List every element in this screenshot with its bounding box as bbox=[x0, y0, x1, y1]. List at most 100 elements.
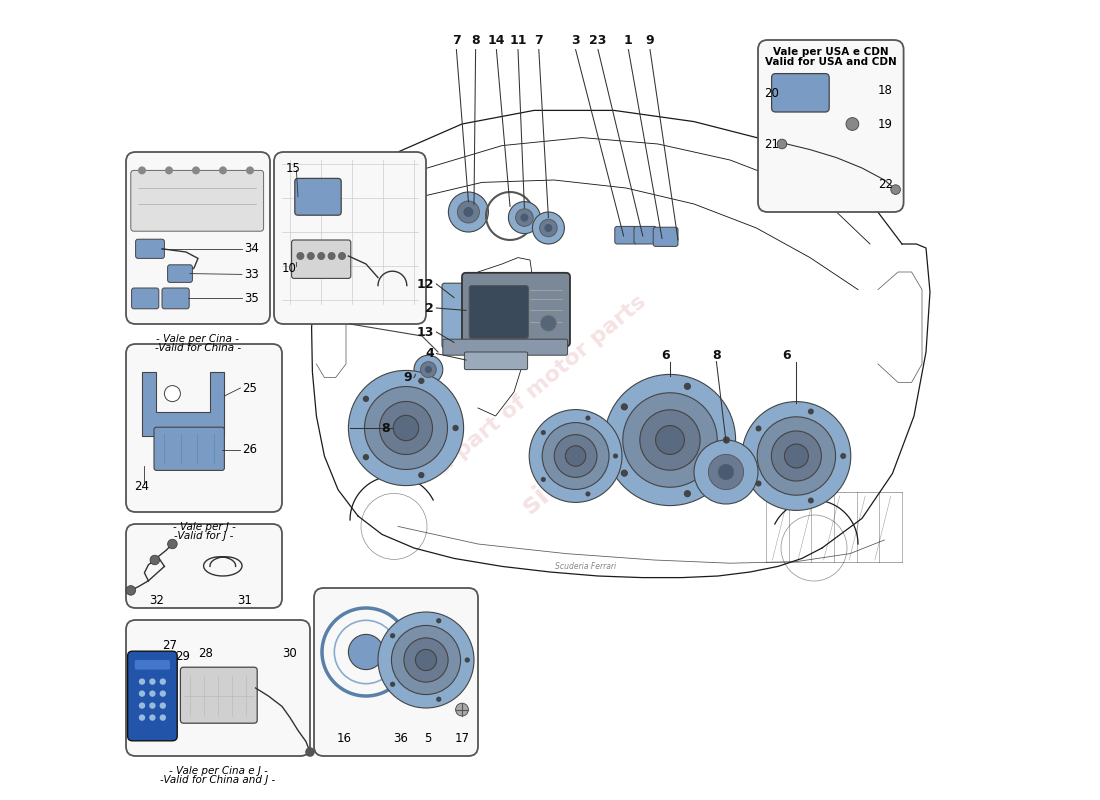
Circle shape bbox=[464, 658, 470, 662]
Text: 9: 9 bbox=[404, 371, 412, 384]
Text: 34: 34 bbox=[244, 242, 260, 255]
Text: 28: 28 bbox=[198, 647, 213, 660]
Text: 17: 17 bbox=[454, 732, 470, 745]
FancyBboxPatch shape bbox=[126, 620, 310, 756]
Text: 36: 36 bbox=[393, 732, 408, 745]
Circle shape bbox=[150, 555, 160, 565]
Circle shape bbox=[150, 678, 155, 685]
Text: - Vale per Cina -: - Vale per Cina - bbox=[156, 334, 240, 344]
Circle shape bbox=[390, 633, 395, 638]
Circle shape bbox=[756, 481, 761, 486]
Circle shape bbox=[756, 426, 761, 431]
Circle shape bbox=[449, 192, 488, 232]
Text: 10: 10 bbox=[282, 262, 297, 274]
Circle shape bbox=[150, 714, 155, 721]
Circle shape bbox=[708, 454, 744, 490]
Text: 8: 8 bbox=[471, 34, 480, 46]
Circle shape bbox=[139, 702, 145, 709]
Text: 11: 11 bbox=[509, 34, 527, 46]
Circle shape bbox=[420, 362, 437, 378]
FancyBboxPatch shape bbox=[295, 178, 341, 215]
Circle shape bbox=[394, 415, 419, 441]
Circle shape bbox=[542, 422, 609, 490]
FancyBboxPatch shape bbox=[443, 339, 568, 355]
Text: 33: 33 bbox=[244, 268, 260, 281]
Circle shape bbox=[160, 714, 166, 721]
Circle shape bbox=[840, 453, 846, 459]
Text: 7: 7 bbox=[452, 34, 461, 46]
Text: 19: 19 bbox=[878, 118, 893, 130]
Circle shape bbox=[757, 417, 836, 495]
Circle shape bbox=[684, 382, 691, 390]
Circle shape bbox=[363, 396, 370, 402]
FancyBboxPatch shape bbox=[126, 524, 282, 608]
Circle shape bbox=[126, 586, 135, 595]
FancyBboxPatch shape bbox=[126, 152, 270, 324]
FancyBboxPatch shape bbox=[167, 265, 192, 282]
Circle shape bbox=[192, 166, 200, 174]
Polygon shape bbox=[142, 372, 224, 436]
Circle shape bbox=[404, 638, 448, 682]
Circle shape bbox=[640, 410, 701, 470]
Text: -Valid for China -: -Valid for China - bbox=[155, 343, 241, 354]
Circle shape bbox=[150, 690, 155, 697]
Circle shape bbox=[392, 626, 461, 694]
FancyBboxPatch shape bbox=[771, 74, 829, 112]
FancyBboxPatch shape bbox=[128, 651, 177, 741]
Circle shape bbox=[694, 440, 758, 504]
FancyBboxPatch shape bbox=[162, 288, 189, 309]
Circle shape bbox=[516, 209, 534, 226]
Text: 1: 1 bbox=[624, 34, 632, 46]
Text: 16: 16 bbox=[337, 732, 352, 745]
Circle shape bbox=[139, 690, 145, 697]
Text: - Vale per J -: - Vale per J - bbox=[173, 522, 235, 532]
Circle shape bbox=[778, 139, 786, 149]
Text: 7: 7 bbox=[535, 34, 543, 46]
Circle shape bbox=[891, 185, 901, 194]
FancyBboxPatch shape bbox=[470, 286, 528, 338]
Circle shape bbox=[508, 202, 540, 234]
Circle shape bbox=[554, 434, 597, 478]
Circle shape bbox=[139, 678, 145, 685]
Circle shape bbox=[165, 166, 173, 174]
Circle shape bbox=[565, 446, 586, 466]
Circle shape bbox=[160, 690, 166, 697]
Text: -Valid for J -: -Valid for J - bbox=[174, 531, 233, 542]
FancyBboxPatch shape bbox=[135, 660, 170, 670]
Circle shape bbox=[349, 370, 463, 486]
FancyBboxPatch shape bbox=[126, 344, 282, 512]
FancyBboxPatch shape bbox=[314, 588, 478, 756]
Text: 26: 26 bbox=[242, 443, 257, 456]
Text: 35: 35 bbox=[244, 292, 260, 305]
FancyBboxPatch shape bbox=[464, 352, 528, 370]
Text: 32: 32 bbox=[148, 594, 164, 606]
Circle shape bbox=[160, 678, 166, 685]
Circle shape bbox=[307, 252, 315, 260]
Circle shape bbox=[656, 426, 684, 454]
Circle shape bbox=[317, 252, 326, 260]
Circle shape bbox=[520, 214, 528, 222]
FancyBboxPatch shape bbox=[131, 170, 264, 231]
Circle shape bbox=[613, 454, 618, 458]
Circle shape bbox=[541, 430, 546, 435]
Text: Valid for USA and CDN: Valid for USA and CDN bbox=[764, 58, 896, 67]
Text: 3: 3 bbox=[571, 34, 580, 46]
Text: 4: 4 bbox=[426, 347, 434, 360]
Circle shape bbox=[139, 714, 145, 721]
Circle shape bbox=[452, 425, 459, 431]
Circle shape bbox=[529, 410, 622, 502]
Circle shape bbox=[363, 454, 370, 460]
Text: 25: 25 bbox=[242, 382, 257, 394]
Text: 12: 12 bbox=[417, 278, 434, 290]
Circle shape bbox=[150, 702, 155, 709]
Circle shape bbox=[305, 747, 315, 757]
Text: 15: 15 bbox=[286, 162, 301, 174]
Circle shape bbox=[604, 374, 736, 506]
Circle shape bbox=[418, 472, 425, 478]
Circle shape bbox=[436, 618, 441, 623]
Circle shape bbox=[684, 490, 691, 498]
Text: 23: 23 bbox=[590, 34, 607, 46]
Circle shape bbox=[846, 118, 859, 130]
Circle shape bbox=[463, 207, 473, 217]
Circle shape bbox=[246, 166, 254, 174]
